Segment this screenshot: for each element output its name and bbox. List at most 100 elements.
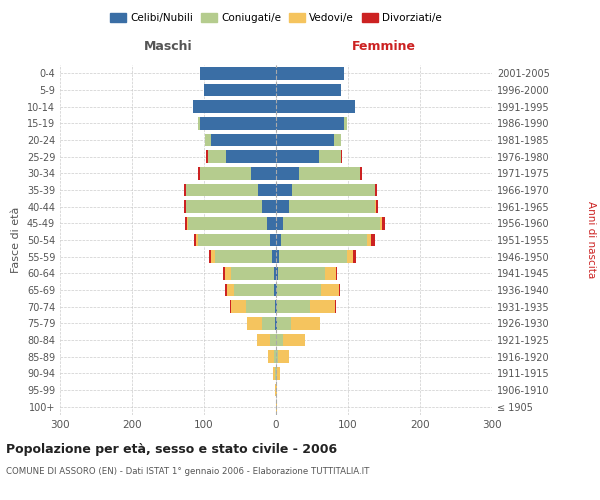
Bar (334, 134, 341, 146)
Bar (276, 84, 341, 96)
Bar (283, 334, 305, 346)
Bar (276, 167, 299, 179)
Bar (319, 150, 341, 163)
Bar (211, 250, 215, 263)
Bar (335, 300, 336, 313)
Bar (276, 284, 277, 296)
Bar (374, 184, 377, 196)
Bar (187, 217, 188, 230)
Bar (276, 234, 281, 246)
Bar (186, 200, 262, 213)
Bar (262, 317, 275, 330)
Bar (376, 200, 378, 213)
Bar (320, 284, 338, 296)
Bar (276, 150, 319, 163)
Bar (347, 250, 353, 263)
Bar (281, 234, 367, 246)
Bar (276, 400, 277, 413)
Bar (275, 317, 276, 330)
Bar (209, 250, 211, 263)
Bar (276, 100, 355, 113)
Y-axis label: Fasce di età: Fasce di età (11, 207, 21, 273)
Bar (193, 100, 276, 113)
Bar (292, 184, 374, 196)
Bar (341, 150, 342, 163)
Bar (272, 250, 276, 263)
Bar (230, 267, 274, 280)
Bar (276, 200, 289, 213)
Bar (277, 284, 320, 296)
Bar (211, 134, 276, 146)
Bar (275, 384, 276, 396)
Bar (274, 267, 276, 280)
Bar (257, 334, 270, 346)
Bar (291, 317, 320, 330)
Text: Maschi: Maschi (143, 40, 193, 52)
Bar (277, 300, 310, 313)
Text: Popolazione per età, sesso e stato civile - 2006: Popolazione per età, sesso e stato civil… (6, 442, 337, 456)
Bar (273, 367, 275, 380)
Bar (276, 217, 283, 230)
Bar (367, 234, 371, 246)
Bar (276, 117, 344, 130)
Bar (225, 284, 227, 296)
Bar (258, 184, 276, 196)
Bar (247, 317, 262, 330)
Bar (344, 117, 347, 130)
Bar (277, 317, 291, 330)
Bar (234, 284, 274, 296)
Bar (268, 350, 274, 363)
Bar (227, 284, 234, 296)
Bar (276, 367, 277, 380)
Bar (276, 184, 292, 196)
Bar (276, 317, 277, 330)
Bar (276, 334, 283, 346)
Bar (338, 284, 340, 296)
Bar (184, 184, 186, 196)
Bar (299, 167, 360, 179)
Bar (380, 217, 382, 230)
Bar (277, 367, 280, 380)
Bar (200, 117, 276, 130)
Bar (336, 267, 337, 280)
Bar (276, 384, 277, 396)
Bar (289, 200, 376, 213)
Bar (262, 200, 276, 213)
Bar (215, 250, 272, 263)
Bar (283, 217, 380, 230)
Bar (276, 134, 334, 146)
Bar (204, 84, 276, 96)
Bar (276, 350, 278, 363)
Bar (279, 250, 347, 263)
Bar (382, 217, 385, 230)
Bar (205, 134, 211, 146)
Bar (223, 267, 225, 280)
Bar (200, 67, 276, 80)
Bar (246, 300, 275, 313)
Bar (276, 67, 344, 80)
Bar (225, 267, 230, 280)
Text: COMUNE DI ASSORO (EN) - Dati ISTAT 1° gennaio 2006 - Elaborazione TUTTITALIA.IT: COMUNE DI ASSORO (EN) - Dati ISTAT 1° ge… (6, 468, 370, 476)
Bar (208, 150, 226, 163)
Bar (230, 300, 232, 313)
Bar (198, 234, 270, 246)
Bar (371, 234, 374, 246)
Bar (270, 334, 276, 346)
Bar (251, 167, 276, 179)
Text: Femmine: Femmine (352, 40, 416, 52)
Bar (232, 300, 246, 313)
Bar (310, 300, 335, 313)
Bar (275, 300, 276, 313)
Bar (325, 267, 336, 280)
Bar (194, 234, 196, 246)
Bar (278, 350, 289, 363)
Bar (184, 200, 186, 213)
Bar (276, 267, 278, 280)
Legend: Celibi/Nubili, Coniugati/e, Vedovi/e, Divorziati/e: Celibi/Nubili, Coniugati/e, Vedovi/e, Di… (106, 9, 446, 28)
Bar (268, 217, 276, 230)
Bar (206, 150, 208, 163)
Bar (276, 300, 277, 313)
Bar (274, 284, 276, 296)
Bar (274, 350, 276, 363)
Bar (198, 167, 200, 179)
